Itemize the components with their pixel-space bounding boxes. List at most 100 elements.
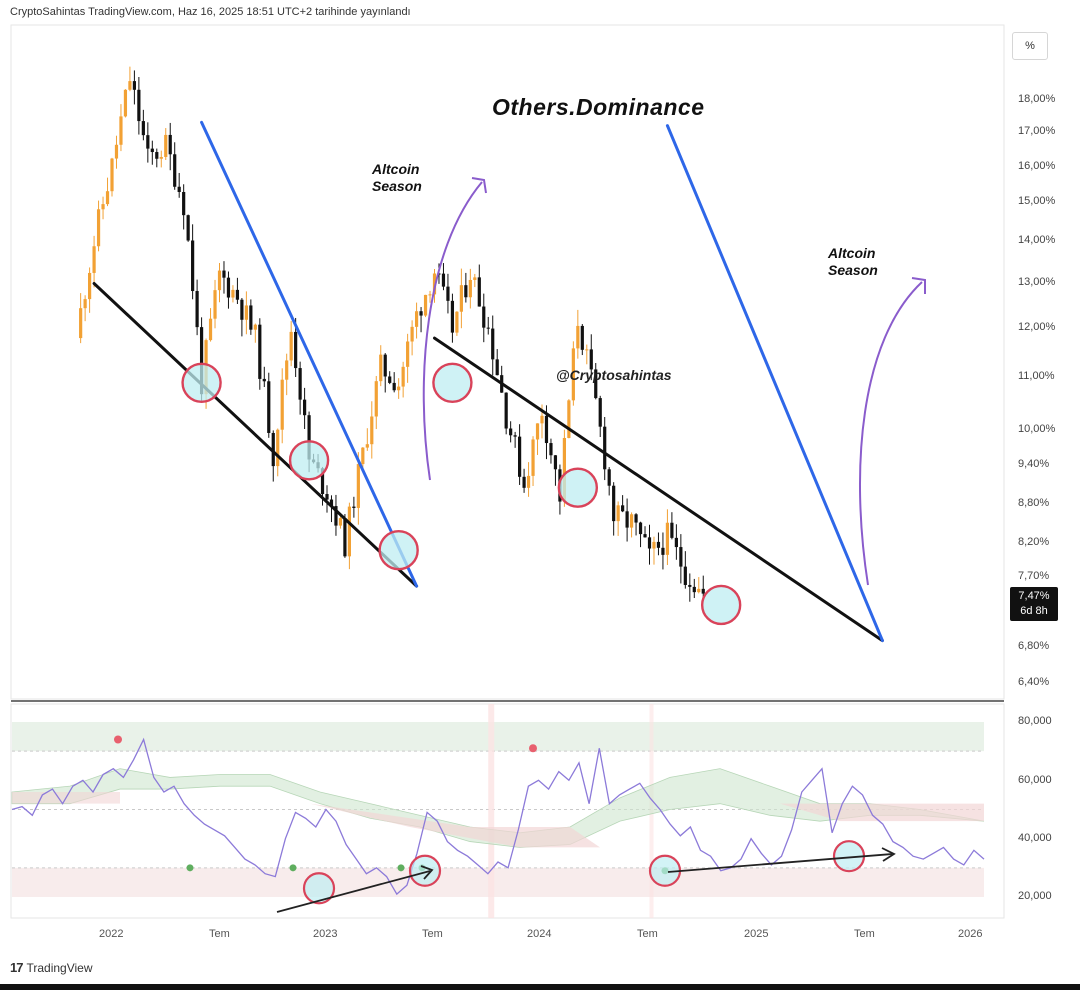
candle-body [683,566,687,585]
y-tick-label: 7,70% [1018,570,1050,582]
candle-body [580,325,584,350]
candle-body [356,464,360,508]
candle-body [571,348,575,401]
trendline-support [433,336,884,643]
candle-body [535,423,540,440]
price-panel-frame [10,24,1005,700]
y-tick-label: 18,00% [1018,93,1056,105]
candle-body [343,518,347,557]
y-tick-label: 11,00% [1018,370,1055,382]
candle-body [168,134,172,155]
candle-body [298,368,302,400]
candle-body [459,285,463,312]
candle-body [629,514,634,528]
candle-body [670,522,674,538]
last-price-value: 7,47% [1018,590,1050,602]
publish-info: CryptoSahintas TradingView.com, Haz 16, … [10,6,411,18]
candle-body [634,514,638,523]
cloud-bearish-segment [310,803,600,848]
candle-body [643,534,647,538]
candle-body [625,511,629,528]
candle-body [79,308,83,339]
candle-body [549,443,553,456]
candle-body [612,485,616,522]
candle-body [441,273,446,287]
candle-body [114,144,119,159]
osc-tick-label: 80,000 [1018,715,1052,727]
y-tick-label: 6,40% [1018,676,1050,688]
candle-body [173,154,177,187]
osc-tick-label: 20,000 [1018,890,1052,902]
bar-countdown: 6d 8h [1020,605,1048,617]
candle-body [518,436,522,477]
y-tick-label: 15,00% [1018,195,1056,207]
candle-body [83,299,87,309]
touch-circle [432,362,473,404]
candle-body [150,148,154,153]
trendline-resistance [665,124,884,643]
candle-body [495,359,499,376]
candle-body [110,158,114,192]
candle-body [419,311,423,316]
candle-body [621,505,625,512]
candle-body [589,349,593,370]
candle-body [96,209,101,247]
candle-body [374,381,378,417]
candle-body [182,191,186,216]
percent-scale-button[interactable]: % [1012,32,1048,60]
candle-body [267,381,271,433]
candle-body [692,586,696,593]
candle-body [271,432,275,467]
altcoin-season-label-1: Altcoin Season [372,161,422,194]
osc-tick-label: 40,000 [1018,832,1052,844]
candle-body [253,324,257,330]
y-tick-label: 6,80% [1018,640,1050,652]
candle-body [155,152,159,159]
candle-body [222,270,226,278]
candle-body [397,386,401,391]
candle-body [249,305,253,330]
candle-body [585,349,589,351]
altcoin-season-arrow-2-head [911,277,926,294]
candle-body [638,522,643,535]
trendline-support [92,281,419,588]
candle-body [562,437,566,502]
y-tick-label: 13,00% [1018,276,1056,288]
candle-body [352,506,356,508]
candle-body [334,506,338,526]
oversold-marker [289,864,297,872]
x-tick-label: 2022 [99,928,124,940]
x-tick-label: Tem [637,928,658,940]
candle-body [329,499,334,507]
candle-body [240,299,244,320]
candle-body [123,89,128,117]
divergence-arrow-1-head [420,865,434,880]
candle-body [338,518,343,526]
altcoin-season-arrow-1 [422,181,483,481]
candle-body [486,327,490,329]
candle-body [553,455,558,470]
tradingview-logo-icon: 17 [10,960,24,975]
candle-body [661,547,665,555]
candle-body [491,328,495,360]
candle-body [119,116,123,145]
candle-body [414,311,419,327]
candle-body [280,379,284,430]
candle-body [701,588,705,594]
candle-body [307,415,311,460]
candle-body [607,469,611,486]
trendline-resistance [200,120,419,588]
x-tick-label: 2026 [958,928,983,940]
candle-body [576,325,580,349]
candle-body [401,366,405,387]
rsi-line [11,737,985,896]
candle-body [195,291,199,328]
touch-circle [288,440,330,481]
candle-body [598,398,602,427]
overbought-marker [114,735,122,744]
candle-body [697,588,701,593]
candle-body [213,290,217,319]
candle-body [320,468,325,495]
candle-body [594,369,598,399]
